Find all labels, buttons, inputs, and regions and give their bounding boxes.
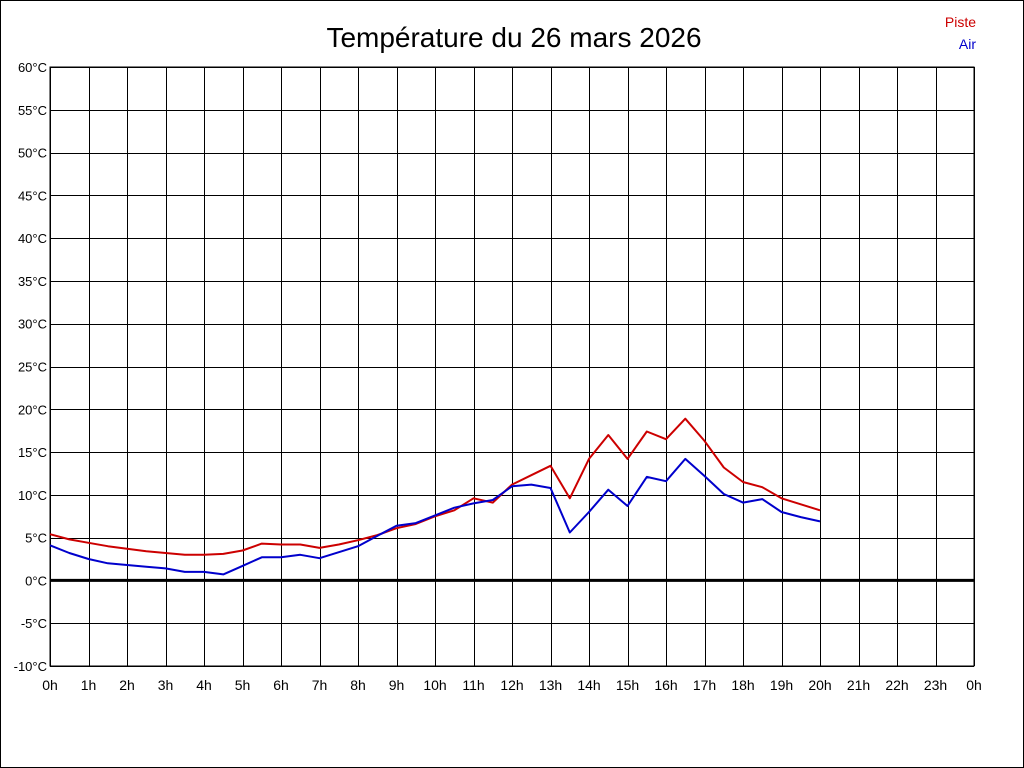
x-tick-label: 4h <box>196 677 212 693</box>
y-tick-label: 0°C <box>25 573 47 588</box>
x-tick-label: 16h <box>654 677 677 693</box>
y-tick-label: 55°C <box>18 103 47 118</box>
y-tick-label: 5°C <box>25 531 47 546</box>
y-tick-label: 50°C <box>18 146 47 161</box>
y-tick-label: 15°C <box>18 445 47 460</box>
x-tick-label: 11h <box>462 677 484 693</box>
y-tick-label: 20°C <box>18 402 47 417</box>
x-tick-label: 14h <box>577 677 600 693</box>
y-tick-label: -10°C <box>14 659 47 674</box>
grid <box>49 66 975 667</box>
x-tick-label: 23h <box>924 677 947 693</box>
x-tick-label: 7h <box>312 677 328 693</box>
y-tick-label: 35°C <box>18 274 47 289</box>
x-tick-label: 9h <box>389 677 405 693</box>
x-tick-label: 10h <box>423 677 446 693</box>
x-tick-label: 0h <box>966 677 982 693</box>
x-tick-label: 2h <box>119 677 135 693</box>
y-tick-label: 60°C <box>18 60 47 75</box>
legend-label-piste: Piste <box>945 14 976 30</box>
x-tick-label: 18h <box>731 677 754 693</box>
x-tick-label: 15h <box>616 677 639 693</box>
y-axis-ticks: -10°C -5°C 0°C 5°C 10°C 15°C 20°C 25°C 30°C 35°C 4… <box>14 60 47 674</box>
y-tick-label: 25°C <box>18 360 47 375</box>
x-tick-label: 1h <box>81 677 97 693</box>
x-tick-label: 21h <box>847 677 870 693</box>
x-tick-label: 8h <box>350 677 366 693</box>
legend: Piste Air <box>945 14 976 52</box>
x-tick-label: 3h <box>158 677 174 693</box>
x-tick-label: 13h <box>539 677 562 693</box>
x-tick-label: 0h <box>42 677 58 693</box>
x-tick-label: 5h <box>235 677 251 693</box>
x-tick-label: 20h <box>808 677 831 693</box>
x-axis-ticks: 0h 1h 2h 3h 4h 5h 6h 7h 8h 9h 10h 11h 12h 13h 14h 15h 16… <box>42 677 982 693</box>
chart-title: Température du 26 mars 2026 <box>326 22 701 53</box>
series-lines <box>49 417 821 576</box>
y-tick-label: 30°C <box>18 317 47 332</box>
y-tick-label: 40°C <box>18 231 47 246</box>
series-line-air <box>49 457 821 576</box>
x-tick-label: 19h <box>770 677 793 693</box>
legend-label-air: Air <box>959 36 976 52</box>
x-tick-label: 12h <box>500 677 523 693</box>
y-tick-label: 45°C <box>18 188 47 203</box>
y-tick-label: 10°C <box>18 488 47 503</box>
x-tick-label: 6h <box>273 677 289 693</box>
x-tick-label: 22h <box>885 677 908 693</box>
y-tick-label: -5°C <box>21 616 47 631</box>
x-tick-label: 17h <box>693 677 716 693</box>
